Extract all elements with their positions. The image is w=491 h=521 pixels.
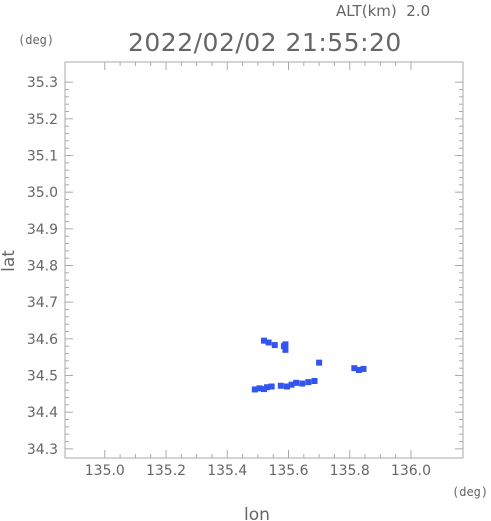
x-tick-label: 135.6 — [268, 463, 308, 479]
data-point — [288, 381, 295, 388]
x-tick-label: 135.0 — [85, 463, 125, 479]
data-point — [261, 386, 267, 393]
data-point — [277, 382, 284, 389]
data-point — [251, 386, 258, 393]
x-tick-label: 136.0 — [391, 463, 431, 479]
data-points — [251, 337, 367, 393]
altitude-label: ALT(km) 2.0 — [336, 2, 430, 20]
x-tick-label: 135.4 — [207, 463, 247, 479]
y-tick-label: 34.9 — [27, 222, 58, 238]
data-point — [316, 359, 323, 366]
y-tick-label: 35.2 — [27, 112, 58, 128]
data-point — [311, 378, 318, 384]
y-unit-label: (deg) — [18, 33, 54, 47]
y-axis-ticks: 34.3 34.4 34.5 34.6 34.7 34.8 34.9 35.0 35.1 35.2… — [27, 75, 463, 458]
y-tick-label: 34.7 — [27, 295, 58, 311]
y-tick-label: 34.8 — [27, 259, 58, 275]
chart-title: 2022/02/02 21:55:20 — [128, 28, 402, 57]
x-tick-label: 135.2 — [146, 463, 186, 479]
data-point — [355, 367, 362, 373]
data-point — [351, 365, 358, 372]
data-point — [264, 384, 271, 391]
data-point — [256, 385, 263, 392]
data-point — [261, 337, 267, 344]
plot-frame — [64, 61, 464, 459]
y-tick-label: 35.1 — [27, 149, 58, 165]
y-axis-title: lat — [0, 250, 19, 272]
data-point — [293, 379, 300, 386]
data-point — [265, 339, 272, 346]
x-unit-label: (deg) — [452, 485, 488, 499]
data-point — [282, 346, 289, 353]
data-point — [282, 341, 289, 348]
x-axis-ticks: 135.0 135.2 135.4 135.6 135.8 136.0 — [85, 62, 431, 479]
y-tick-label: 35.3 — [27, 75, 58, 91]
data-point — [283, 383, 290, 390]
data-point — [271, 342, 278, 349]
y-tick-label: 34.6 — [27, 332, 58, 348]
y-tick-label: 34.3 — [27, 442, 58, 458]
data-point — [360, 365, 367, 372]
y-tick-label: 34.4 — [27, 405, 58, 421]
data-point — [268, 383, 275, 390]
data-point — [299, 380, 306, 387]
x-tick-label: 135.8 — [330, 463, 370, 479]
x-axis-title: lon — [244, 505, 270, 521]
y-tick-label: 35.0 — [27, 185, 58, 201]
data-point — [305, 379, 312, 386]
y-tick-label: 34.5 — [27, 369, 58, 385]
